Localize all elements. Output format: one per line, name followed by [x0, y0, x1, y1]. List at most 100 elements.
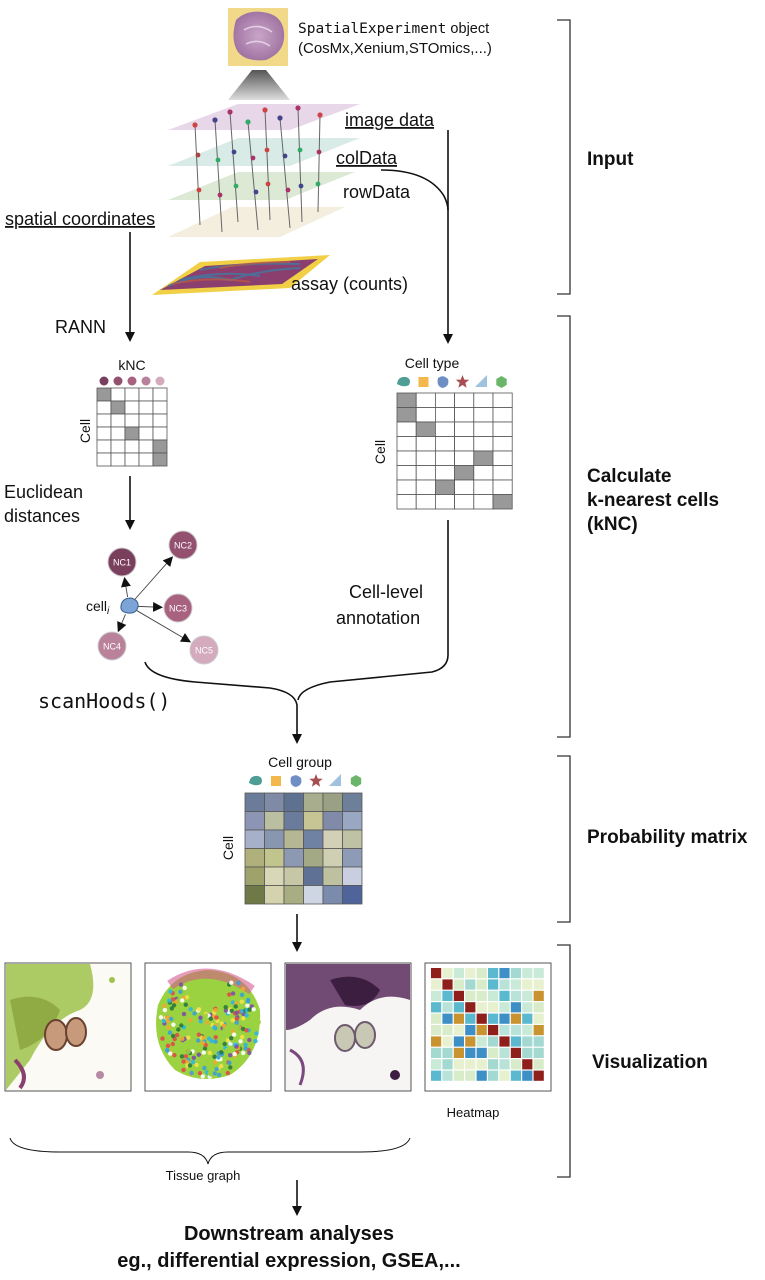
celltype-cell: [434, 407, 455, 423]
heatmap-cell: [465, 1070, 476, 1081]
heatmap-cell: [488, 990, 499, 1001]
probability-cell: [322, 811, 343, 831]
heatmap-cell: [522, 979, 533, 990]
probability-cell: [244, 866, 265, 886]
heatmap-cell: [453, 968, 464, 979]
heatmap-cell: [499, 1070, 510, 1081]
probability-cell: [283, 848, 304, 868]
heatmap-cell: [522, 968, 533, 979]
heatmap-cell: [465, 1025, 476, 1036]
heatmap-cell: [476, 990, 487, 1001]
spatial-dot: [239, 999, 244, 1004]
heatmap-cell: [533, 979, 544, 990]
spatial-dot: [212, 1071, 217, 1076]
neighbor-label: NC5: [195, 646, 213, 656]
heatmap-cell: [499, 1002, 510, 1013]
spatial-dot: [247, 1037, 252, 1043]
knc-cell: [124, 452, 140, 467]
stage-calc-3: (kNC): [587, 514, 638, 535]
spatial-dot: [230, 1018, 235, 1023]
spatial-dot: [251, 1007, 256, 1012]
spatial-dot: [241, 1050, 246, 1056]
spatial-dot: [234, 1016, 240, 1022]
heatmap-cell: [442, 1070, 453, 1081]
celltype-cell: [415, 436, 436, 452]
spatial-dot: [244, 1013, 249, 1018]
celltype-cell: [473, 421, 494, 437]
heatmap-cell: [510, 1013, 521, 1024]
scanhoods-connector: [144, 661, 302, 744]
heatmap-cell: [442, 1002, 453, 1013]
heatmap-cell: [453, 1036, 464, 1047]
heatmap-cell: [442, 1025, 453, 1036]
spatial-dot: [236, 1025, 242, 1030]
euclidean-label-1: Euclidean: [4, 482, 83, 502]
neighbor-node: [168, 530, 198, 560]
knc-matrix: [96, 387, 168, 467]
knc-cell: [110, 413, 126, 428]
neighbor-label: NC1: [113, 558, 131, 568]
spatial-dot: [212, 1025, 217, 1030]
spatial-dot: [181, 1067, 186, 1073]
spatial-dot: [223, 1008, 229, 1013]
heatmap-cell: [442, 1059, 453, 1070]
celltype-cell: [454, 494, 475, 510]
spatial-dot: [182, 985, 187, 991]
focal-cell-label: celli: [86, 598, 110, 617]
heatmap-cell: [431, 968, 442, 979]
shape-circle-icon: [437, 376, 449, 388]
shape-square-icon: [271, 776, 281, 786]
celltype-cell: [454, 436, 475, 452]
probability-cell: [244, 829, 265, 849]
shape-star-icon: [455, 375, 470, 388]
heatmap-cell: [453, 990, 464, 1001]
focal-cell-icon: [120, 597, 139, 614]
probability-cell: [342, 866, 363, 886]
neighbor-edge: [117, 614, 127, 633]
knc-cell: [152, 426, 168, 441]
spatial-dot: [230, 995, 235, 1000]
celltype-cell: [434, 450, 455, 466]
spatial-dot: [244, 1028, 249, 1033]
heatmap-cell: [431, 1047, 442, 1058]
spatial-dot: [229, 1008, 234, 1013]
heatmap-cell: [431, 1013, 442, 1024]
spatial-dot: [221, 1023, 227, 1028]
image-data-label: image data: [345, 110, 435, 130]
probability-cell: [303, 792, 324, 812]
tissue-panel-3: [284, 962, 412, 1092]
spatial-dot: [202, 1046, 208, 1051]
probability-cell: [303, 866, 324, 886]
heatmap-cell: [499, 1013, 510, 1024]
heatmap-cell: [510, 1025, 521, 1036]
spatial-dot: [196, 1038, 201, 1043]
heatmap-cell: [465, 979, 476, 990]
spatial-dot: [243, 1046, 248, 1051]
probability-cell: [303, 811, 324, 831]
knc-header-dot: [113, 376, 123, 386]
shape-blob-icon: [397, 376, 410, 387]
spatial-dot: [222, 1027, 227, 1032]
knc-cell: [138, 452, 154, 467]
celltype-cell: [396, 421, 417, 437]
spatial-dot: [178, 989, 183, 994]
coldata-label: colData: [336, 148, 398, 168]
knc-cell: [138, 400, 154, 415]
heatmap-label: Heatmap: [447, 1105, 500, 1120]
knc-header-dot: [155, 376, 165, 386]
knc-cell: [110, 426, 126, 441]
celltype-header-shapes: [397, 375, 507, 388]
knc-cell: [124, 413, 140, 428]
spatial-dot: [167, 998, 172, 1003]
probability-cell: [244, 885, 265, 905]
heatmap-cell: [488, 979, 499, 990]
celltype-cell: [473, 436, 494, 452]
heatmap-panel: [424, 962, 552, 1092]
neighbor-node: [107, 547, 137, 577]
probability-cell: [283, 885, 304, 905]
probability-matrix: [244, 792, 363, 905]
heatmap-cell: [488, 1036, 499, 1047]
spatial-dot: [166, 1025, 171, 1030]
celltype-cell: [454, 407, 475, 423]
spatial-dot: [230, 991, 236, 996]
